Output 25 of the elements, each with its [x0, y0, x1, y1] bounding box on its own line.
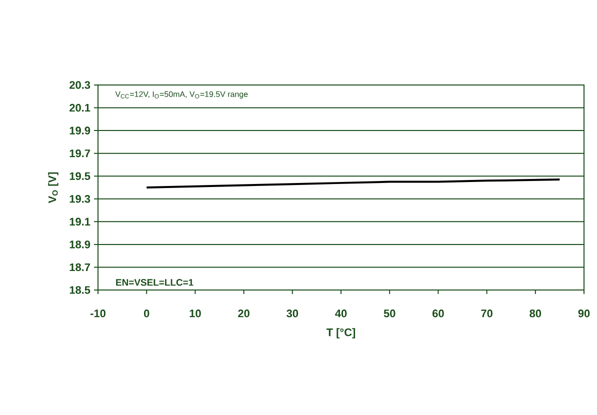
annotation: EN=VSEL=LLC=1 — [116, 279, 194, 286]
y-axis-title: V$_{O}$ [V] — [48, 172, 58, 204]
y-tick-label: 19.9 — [70, 126, 90, 134]
x-tick-label: 90 — [578, 310, 590, 318]
x-tick-label: 60 — [432, 310, 444, 318]
y-tick-label: 18.7 — [70, 263, 90, 272]
y-tick-label: 18.9 — [70, 240, 90, 248]
x-tick-label: 80 — [530, 310, 542, 318]
y-tick-label: 20.1 — [70, 104, 90, 112]
y-tick-label: 20.3 — [70, 81, 90, 89]
x-tick-label: 40 — [335, 310, 347, 318]
x-tick-label: 30 — [286, 310, 298, 318]
x-axis-title: T [°C] — [326, 328, 356, 338]
y-tick-label: 18.5 — [70, 286, 90, 294]
y-tick-label: 19.5 — [70, 172, 90, 180]
x-tick-label: -10 — [90, 310, 106, 318]
y-tick-label: 19.1 — [70, 218, 90, 226]
y-tick-label: 19.3 — [70, 195, 90, 203]
line-series — [146, 178, 561, 188]
x-tick-label: 70 — [481, 310, 492, 318]
x-tick-label: 0 — [144, 310, 150, 318]
x-tick-label: 10 — [190, 310, 201, 318]
x-tick-label: 20 — [238, 310, 250, 318]
y-tick-label: 19.7 — [70, 149, 90, 158]
x-tick-label: 50 — [384, 310, 396, 318]
